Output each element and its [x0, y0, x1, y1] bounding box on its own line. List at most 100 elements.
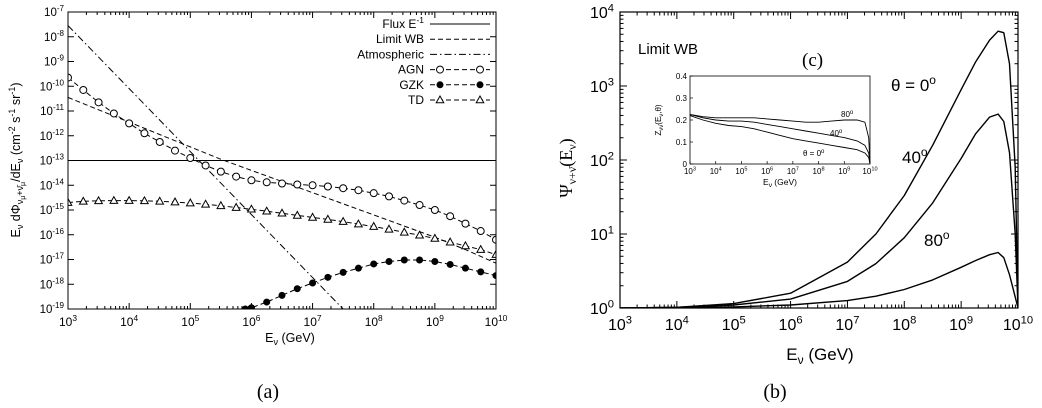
x-tick-label-exp: 8 — [378, 313, 383, 323]
marker-td-18 — [338, 216, 348, 225]
x-axis-label-sub: ν — [798, 353, 804, 367]
marker-agn-6 — [155, 137, 164, 146]
inset-x-label-sub: ν — [769, 182, 772, 189]
y-label-units-sr: sr — [9, 95, 23, 109]
theta-40-label: 40o — [902, 145, 928, 167]
x-tick-label-exp: 5 — [195, 313, 200, 323]
marker-gzk-13 — [431, 257, 439, 265]
inset-x-tick-label: 108 — [813, 167, 825, 176]
inset-x-tick-label-exp: 6 — [770, 167, 773, 173]
inset-x-tick-label-base: 10 — [761, 167, 770, 176]
y-tick-label: 10-19 — [40, 301, 65, 316]
y-tick-label-exp: -9 — [57, 54, 65, 63]
inset-theta-0-text: θ = 0 — [803, 149, 822, 158]
y-label-e-sub: ν — [15, 224, 25, 229]
inset-x-tick-label-exp: 4 — [719, 167, 722, 173]
marker-td-9 — [200, 199, 211, 208]
marker-agn-20 — [369, 189, 378, 198]
x-axis-label-base: E — [265, 331, 273, 345]
panel-c-tag: (c) — [802, 50, 823, 71]
inset-theta-40-text: 40 — [830, 129, 839, 138]
y-tick-label: 10-14 — [40, 177, 65, 192]
inset-x-tick-label: 107 — [787, 167, 799, 176]
x-axis-label: Eν (GeV) — [786, 345, 853, 367]
y-tick-label: 102 — [590, 150, 614, 170]
inset-theta-40-sup: o — [839, 129, 843, 135]
marker-agn-14 — [278, 179, 286, 188]
psi-curve-2 — [620, 251, 1018, 308]
legend-label-text: AGN — [398, 63, 424, 77]
marker-gzk-3 — [278, 291, 286, 299]
inset-x-tick-label-base: 10 — [735, 167, 744, 176]
marker-gzk-12 — [416, 256, 424, 264]
limit-wb-label: Limit WB — [638, 41, 698, 58]
panel-a-caption: (a) — [257, 381, 279, 403]
x-tick-label-base: 10 — [120, 315, 134, 329]
legend-marker — [475, 94, 485, 104]
inset-x-tick-label: 104 — [710, 167, 722, 176]
legend-marker — [436, 65, 444, 74]
x-tick-label: 108 — [892, 314, 916, 334]
marker-td-12 — [246, 204, 257, 213]
x-tick-label-exp: 6 — [256, 313, 261, 323]
panel-b-psi-plot: 103 104 105 106 107 108 109 1010100101102103104… — [556, 2, 1033, 367]
y-tick-label: 10-15 — [40, 202, 65, 217]
y-tick-label-exp: -13 — [52, 153, 64, 162]
marker-td-27 — [476, 244, 486, 253]
inset-x-label-tail: (GeV) — [772, 177, 797, 187]
y-tick-label: 10-7 — [44, 4, 64, 19]
inset-x-tick-label: 106 — [761, 167, 773, 176]
theta-80-text: 80 — [924, 231, 943, 250]
marker-gzk-8 — [354, 264, 362, 272]
marker-gzk-10 — [385, 257, 393, 265]
legend-label-agn: AGN — [398, 63, 424, 77]
x-tick-label-base: 10 — [722, 317, 740, 334]
x-tick-label-exp: 4 — [683, 314, 689, 326]
x-tick-label-exp: 3 — [72, 313, 77, 323]
x-tick-label-base: 10 — [949, 317, 967, 334]
y-tick-label: 10-11 — [40, 103, 64, 118]
inset-curve-0 — [689, 115, 871, 165]
x-tick-label: 107 — [835, 314, 859, 334]
inset-x-tick-label-base: 10 — [684, 167, 693, 176]
theta-80-sup: o — [943, 228, 950, 242]
y-tick-label: 100 — [590, 298, 614, 318]
y-tick-label-base: 10 — [40, 131, 53, 143]
marker-agn-4 — [125, 119, 134, 128]
y-tick-label-base: 10 — [40, 81, 53, 93]
y-tick-label: 104 — [590, 2, 614, 22]
y-tick-label: 10-12 — [40, 128, 65, 143]
x-tick-label-base: 10 — [892, 317, 910, 334]
x-tick-label: 106 — [779, 314, 803, 334]
y-tick-label-base: 10 — [40, 230, 53, 242]
x-tick-label-exp: 8 — [910, 314, 916, 326]
legend-label-text: Atmospheric — [357, 47, 424, 61]
x-tick-label: 104 — [120, 313, 138, 329]
marker-agn-25 — [446, 212, 455, 221]
y-axis-label-psi: Ψ — [556, 184, 576, 198]
x-tick-label-exp: 5 — [739, 314, 745, 326]
inset-x-tick-label-exp: 3 — [693, 167, 696, 173]
y-tick-label: 10-16 — [40, 227, 65, 242]
marker-td-28 — [491, 249, 496, 258]
y-tick-label-exp: 1 — [608, 224, 614, 236]
marker-td-2 — [93, 195, 104, 205]
inset-theta-0-label: θ = 0o — [803, 149, 825, 158]
y-tick-label: 10-18 — [40, 276, 65, 291]
marker-agn-24 — [430, 206, 439, 214]
theta-0-sup: o — [929, 73, 936, 87]
marker-td-22 — [399, 227, 409, 236]
y-tick-label-base: 10 — [40, 106, 53, 118]
y-tick-label: 103 — [590, 76, 614, 96]
inset-x-tick-label: 109 — [838, 167, 850, 176]
marker-agn-12 — [247, 176, 256, 185]
x-tick-label-exp: 9 — [439, 313, 444, 323]
x-tick-label: 106 — [242, 313, 260, 329]
legend-label-limit-wb: Limit WB — [376, 32, 424, 46]
marker-td-16 — [307, 212, 318, 221]
marker-td-15 — [292, 210, 302, 219]
x-tick-label-exp: 10 — [1021, 314, 1033, 326]
y-label-e: E — [9, 229, 23, 237]
y-tick-label-base: 10 — [590, 5, 608, 22]
